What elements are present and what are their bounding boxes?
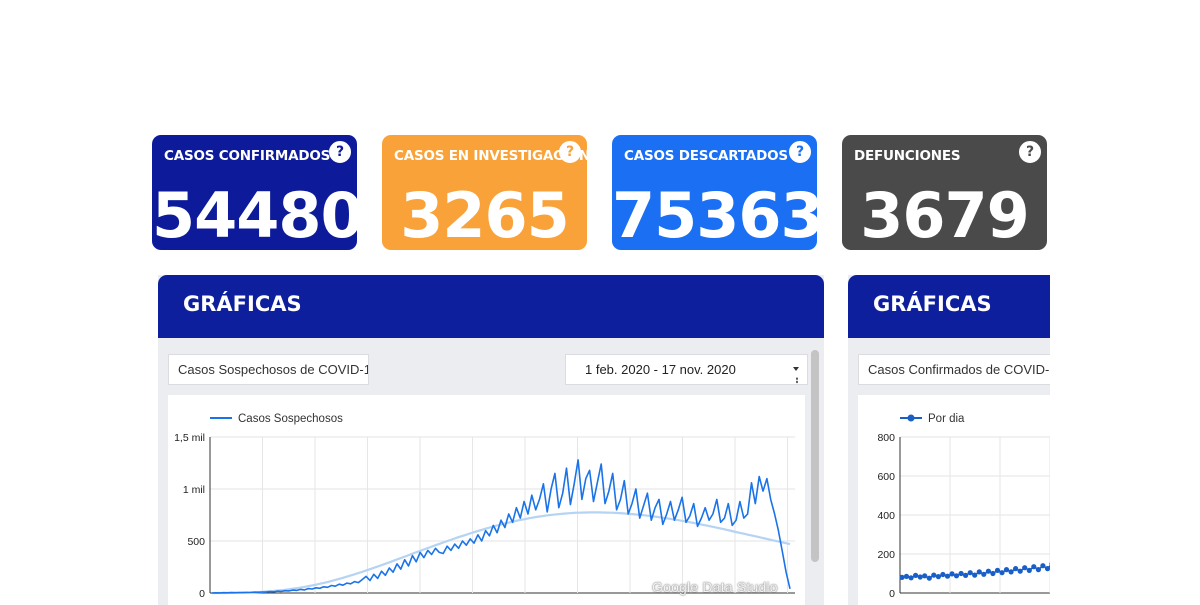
y-tick-label: 400 <box>877 510 895 522</box>
date-range-picker[interactable]: 1 feb. 2020 - 17 nov. 2020 <box>565 354 808 385</box>
help-icon[interactable]: ? <box>1019 141 1041 163</box>
legend-label: Por dia <box>928 413 965 425</box>
data-point <box>953 573 960 579</box>
y-tick-label: 800 <box>877 432 895 444</box>
card-casos-confirmados: CASOS CONFIRMADOS ? 54480 <box>152 135 357 250</box>
data-point <box>972 572 978 578</box>
series-line-casos-sospechosos <box>211 459 791 594</box>
card-label: CASOS DESCARTADOS <box>624 148 788 164</box>
card-label: CASOS CONFIRMADOS <box>164 148 331 164</box>
card-label: CASOS EN INVESTIGACIÓN <box>394 148 587 164</box>
card-casos-descartados: CASOS DESCARTADOS ? 75363 <box>612 135 817 250</box>
data-point <box>935 574 941 580</box>
vertical-scrollbar[interactable] <box>811 350 819 562</box>
help-icon[interactable]: ? <box>329 141 351 163</box>
y-tick-label: 0 <box>199 588 205 600</box>
data-point <box>1049 562 1050 566</box>
panel-header: GRÁFICAS <box>158 275 824 338</box>
data-point <box>999 570 1005 576</box>
data-point <box>981 571 987 577</box>
series-line-tendencia <box>212 511 791 595</box>
metric-selector[interactable]: Casos Sospechosos de COVID-19 <box>168 354 369 385</box>
card-value: 75363 <box>612 179 817 250</box>
card-value: 3265 <box>400 179 570 250</box>
card-value: 3679 <box>860 179 1030 250</box>
data-point <box>908 575 914 581</box>
data-point <box>944 573 951 579</box>
data-point <box>903 573 910 579</box>
chevron-down-icon <box>793 367 799 371</box>
more-vert-icon[interactable] <box>796 377 798 384</box>
data-point <box>1026 567 1032 573</box>
data-point <box>1017 568 1023 574</box>
data-point <box>990 570 996 577</box>
graficas-panel-confirmados: GRÁFICAS Casos Confirmados de COVID-19 P… <box>848 275 1050 605</box>
data-point <box>899 574 905 580</box>
legend-label: Casos Sospechosos <box>238 413 343 425</box>
help-icon[interactable]: ? <box>789 141 811 163</box>
metric-selector[interactable]: Casos Confirmados de COVID-19 <box>858 354 1050 385</box>
y-tick-label: 200 <box>877 549 895 561</box>
data-point <box>1008 569 1014 575</box>
date-range-value: 1 feb. 2020 - 17 nov. 2020 <box>585 362 736 377</box>
card-defunciones: DEFUNCIONES ? 3679 <box>842 135 1047 250</box>
chart-casos-sospechosos: Casos Sospechosos 0 500 1 mil 1,5 mil <box>174 413 795 600</box>
data-point <box>1013 566 1019 572</box>
legend-marker <box>907 414 915 422</box>
panel-header: GRÁFICAS <box>848 275 1050 338</box>
card-value: 54480 <box>152 179 357 250</box>
data-point <box>949 571 955 577</box>
panel-title: GRÁFICAS <box>873 292 992 316</box>
data-point <box>963 572 969 578</box>
data-point <box>913 572 919 578</box>
data-point <box>1040 563 1046 569</box>
y-tick-label: 1,5 mil <box>174 432 205 444</box>
data-point <box>976 569 982 575</box>
card-label: DEFUNCIONES <box>854 148 961 164</box>
graficas-panel-sospechosos: GRÁFICAS Casos Sospechosos de COVID-19 1… <box>158 275 824 605</box>
data-point <box>985 568 991 574</box>
data-point <box>1003 567 1010 573</box>
data-point <box>994 567 1001 573</box>
panel-title: GRÁFICAS <box>183 292 302 316</box>
data-point <box>940 571 946 578</box>
y-tick-label: 600 <box>877 471 895 483</box>
data-point <box>967 570 973 576</box>
data-point <box>922 573 928 579</box>
data-point <box>1022 565 1028 571</box>
data-point <box>931 572 937 578</box>
chart-casos-confirmados: Por dia 0 200 400 600 800 <box>877 413 1050 600</box>
chart-area: Por dia 0 200 400 600 800 <box>858 395 1050 605</box>
card-casos-en-investigacion: CASOS EN INVESTIGACIÓN ? 3265 <box>382 135 587 250</box>
y-tick-label: 0 <box>889 588 895 600</box>
y-tick-label: 1 mil <box>183 484 205 496</box>
data-point <box>1035 567 1041 573</box>
watermark: Google Data Studio <box>652 579 778 595</box>
y-tick-label: 500 <box>187 536 205 548</box>
data-point <box>917 574 923 580</box>
chart-area: Casos Sospechosos 0 500 1 mil 1,5 mil <box>168 395 805 605</box>
data-point <box>1031 564 1037 570</box>
help-icon[interactable]: ? <box>559 141 581 163</box>
data-point <box>958 570 964 577</box>
data-point <box>1044 566 1050 572</box>
data-point <box>926 575 932 581</box>
